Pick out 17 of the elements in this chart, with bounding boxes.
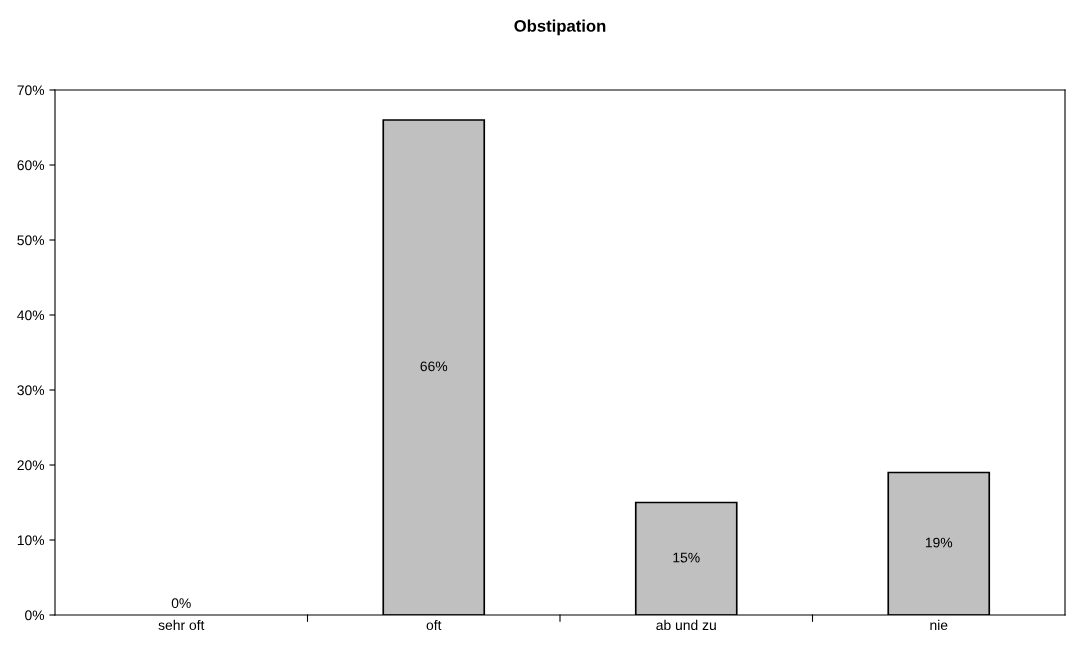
y-tick-label: 10% <box>17 535 45 546</box>
data-label: 0% <box>171 598 191 609</box>
y-tick-label: 40% <box>17 310 45 321</box>
y-tick-label: 60% <box>17 160 45 171</box>
y-tick-label: 50% <box>17 235 45 246</box>
y-tick-label: 30% <box>17 385 45 396</box>
chart-title: Obstipation <box>514 19 606 36</box>
x-tick-label: ab und zu <box>656 619 716 631</box>
data-label: 19% <box>925 537 953 548</box>
x-tick-label: oft <box>426 619 442 631</box>
x-tick-label: sehr oft <box>158 619 205 631</box>
y-tick-label: 20% <box>17 460 45 471</box>
x-tick-label: nie <box>930 619 948 631</box>
y-tick-label: 0% <box>25 610 45 621</box>
data-label: 66% <box>420 361 448 372</box>
data-label: 15% <box>673 552 700 563</box>
y-tick-label: 70% <box>17 85 45 96</box>
